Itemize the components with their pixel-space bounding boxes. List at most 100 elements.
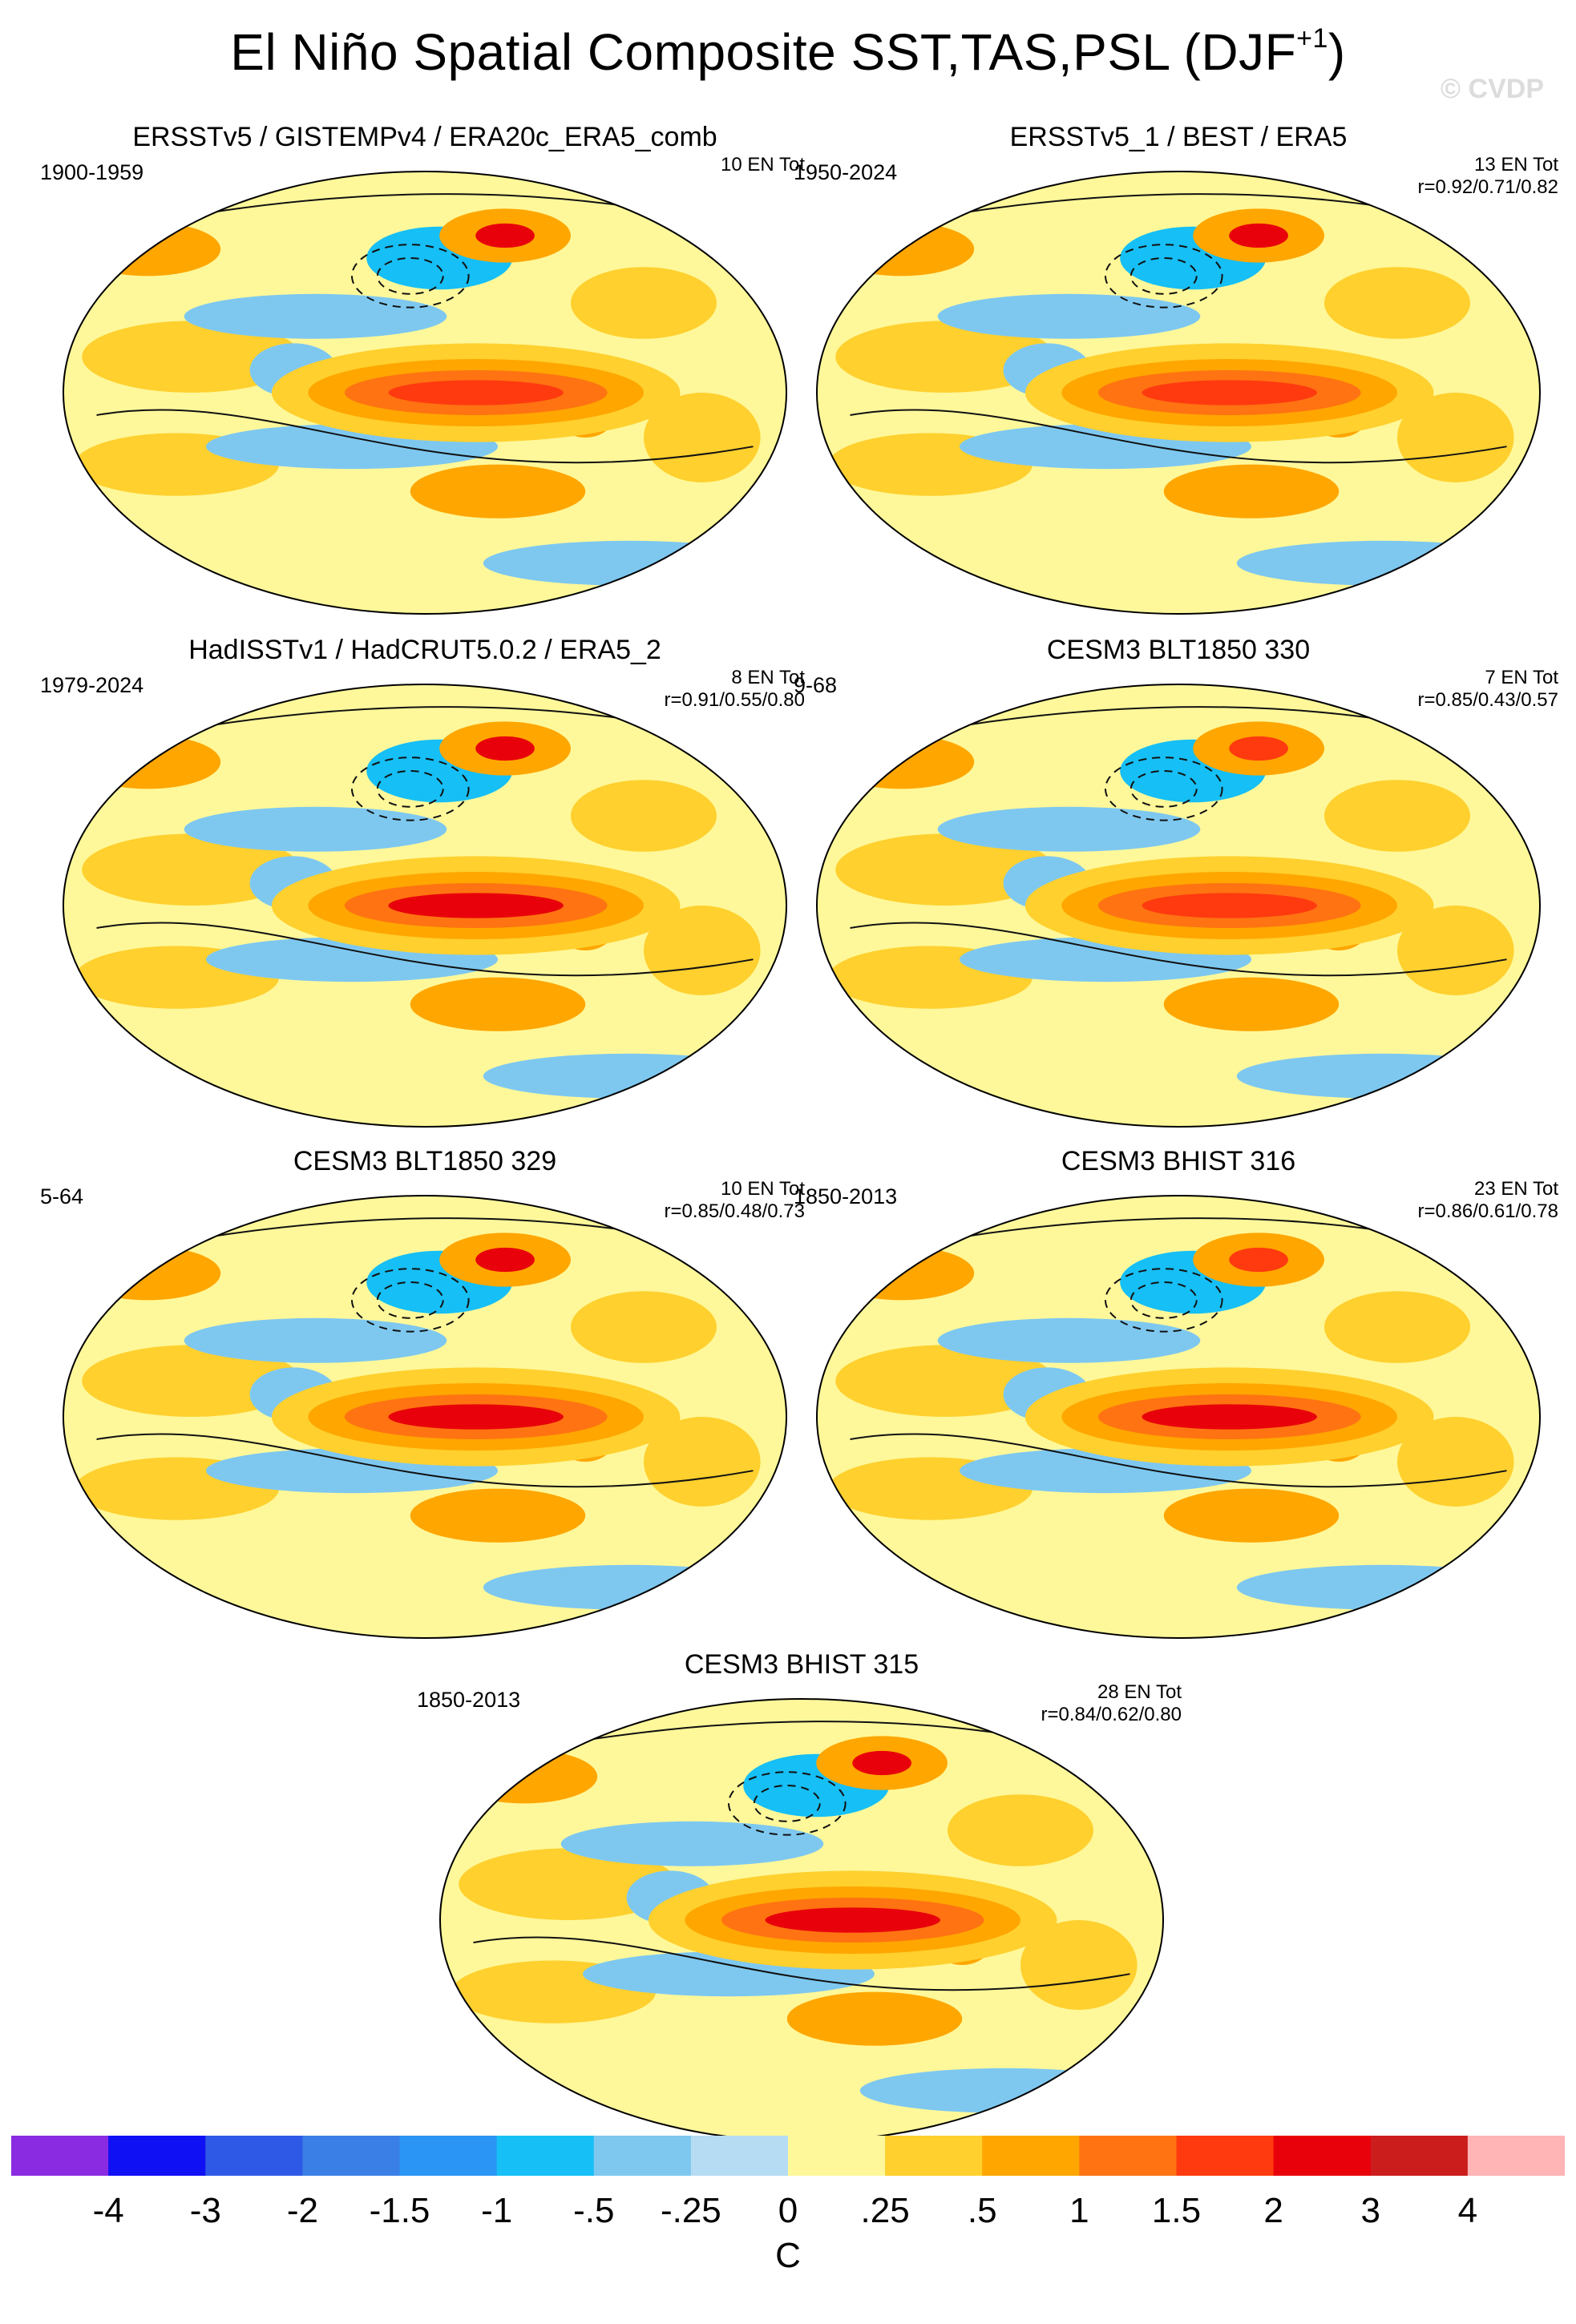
colorbar-tick-label: -.5 [573, 2191, 615, 2230]
colorbar-swatch [1273, 2136, 1372, 2176]
south-pacific-warm [410, 977, 586, 1031]
el-nino-warm-tongue [1142, 380, 1317, 405]
colorbar-swatch [496, 2136, 595, 2176]
atlantic-warm [571, 780, 717, 852]
panel-period: 1979-2024 [40, 673, 144, 697]
psl-contour-positive [582, 1720, 1021, 1741]
el-nino-warm-tongue [388, 380, 564, 405]
africa-warm [1397, 393, 1514, 482]
panel-period: 5-64 [40, 1184, 84, 1208]
psl-contour-positive [473, 1936, 1130, 1991]
psl-contour-positive [850, 922, 1507, 977]
colorbar-swatch [593, 2136, 692, 2176]
atlantic-warm [571, 1291, 717, 1363]
south-pacific-warm [1163, 464, 1340, 518]
north-pacific-cool-band [937, 806, 1201, 852]
psl-contour-positive [96, 409, 754, 464]
panel-event-count: 13 EN Tot r=0.92/0.71/0.82 [1417, 154, 1558, 198]
southern-ocean-cool [1236, 1053, 1529, 1099]
colorbar-tick-label: 2 [1263, 2191, 1283, 2230]
psl-contour-positive [850, 1433, 1507, 1488]
panel-title: CESM3 BHIST 315 [684, 1649, 919, 1680]
colorbar-swatch [1079, 2136, 1177, 2176]
africa-warm [644, 393, 761, 482]
panel-title: CESM3 BHIST 316 [1061, 1146, 1296, 1176]
sst-anomaly-map [63, 684, 787, 1128]
colorbar-tick-label: 4 [1457, 2191, 1478, 2230]
panel-period: 1950-2024 [794, 160, 898, 184]
map-panel: ERSSTv5_1 / BEST / ERA5 1950-2024 13 EN To… [794, 122, 1563, 635]
north-pacific-cool-band [937, 293, 1201, 339]
globe-outline [816, 1195, 1541, 1639]
sst-anomaly-map [439, 1698, 1164, 2142]
panel-correlation: r=0.85/0.43/0.57 [1417, 689, 1558, 711]
colorbar-swatch [108, 2136, 206, 2176]
panel-correlation: r=0.86/0.61/0.78 [1417, 1200, 1558, 1222]
panel-period: 9-68 [794, 673, 838, 697]
psl-contour-negative [351, 757, 470, 821]
indian-ocean-warm [82, 1345, 301, 1417]
africa-warm [1020, 1920, 1138, 2010]
psl-contour-positive [205, 705, 645, 727]
el-nino-warm-tongue [765, 1907, 940, 1933]
panel-title: HadISSTv1 / HadCRUT5.0.2 / ERA5_2 [188, 635, 661, 665]
sst-anomaly-map [816, 171, 1541, 615]
psl-contour-positive [959, 192, 1398, 214]
panel-correlation: r=0.85/0.48/0.73 [664, 1200, 805, 1222]
panel-event-count: 10 EN Tot r=0.85/0.48/0.73 [664, 1178, 805, 1222]
colorbar-tick-label: 3 [1360, 2191, 1380, 2230]
psl-contour-positive [850, 409, 1507, 464]
indian-ocean-warm [459, 1848, 678, 1920]
panel-title: ERSSTv5 / GISTEMPv4 / ERA20c_ERA5_comb [132, 122, 717, 152]
colorbar-swatch [788, 2136, 886, 2176]
southern-ocean-cool [859, 2068, 1152, 2113]
colorbar-swatch [1370, 2136, 1469, 2176]
africa-warm [644, 1417, 761, 1507]
indian-ocean-warm [835, 321, 1055, 393]
panel-event-count: 28 EN Tot r=0.84/0.62/0.80 [1041, 1681, 1182, 1725]
atlantic-warm [948, 1794, 1093, 1866]
panel-period: 1900-1959 [40, 160, 144, 184]
psl-contour-positive [959, 1216, 1398, 1238]
indian-ocean-warm [835, 1345, 1055, 1417]
colorbar-tick-label: -4 [92, 2191, 124, 2230]
globe-outline [63, 1195, 787, 1639]
map-panel: CESM3 BLT1850 329 5-64 10 EN Tot r=0.85/0.4… [40, 1146, 810, 1659]
africa-warm [1397, 906, 1514, 995]
sst-anomaly-map [816, 1195, 1541, 1639]
north-pacific-cool-band [184, 293, 447, 339]
panel-period: 1850-2013 [417, 1688, 521, 1712]
colorbar-tick-label: .5 [967, 2191, 997, 2230]
panel-correlation: r=0.84/0.62/0.80 [1041, 1704, 1182, 1725]
psl-contour-positive [205, 192, 645, 214]
atlantic-warm [1324, 780, 1470, 852]
psl-contour-negative [351, 1268, 470, 1333]
panel-correlation: r=0.91/0.55/0.80 [664, 689, 805, 711]
south-pacific-warm [786, 1991, 963, 2046]
north-pacific-cool-band [184, 1317, 447, 1363]
panel-event-count: 10 EN Tot [721, 154, 805, 176]
south-pacific-warm [410, 1488, 586, 1543]
globe-outline [816, 171, 1541, 615]
map-panel: HadISSTv1 / HadCRUT5.0.2 / ERA5_2 1979-20… [40, 635, 810, 1148]
colorbar-tick-label: -3 [189, 2191, 221, 2230]
figure-title: El Niño Spatial Composite SST,TAS,PSL (D… [230, 23, 1346, 81]
eurasia-warm [828, 1246, 975, 1301]
colorbar-tick-label: -2 [286, 2191, 318, 2230]
panel-event-count: 7 EN Tot r=0.85/0.43/0.57 [1417, 667, 1558, 711]
southern-ocean-cool [1236, 540, 1529, 586]
colorbar-tick-label: 1.5 [1151, 2191, 1202, 2230]
colorbar [11, 2136, 1565, 2176]
africa-warm [644, 906, 761, 995]
psl-contour-positive [205, 1216, 645, 1238]
colorbar-tick-label: .25 [860, 2191, 910, 2230]
psl-contour-negative [376, 256, 444, 295]
colorbar-tick-label: -1.5 [369, 2191, 430, 2230]
sst-anomaly-map [816, 684, 1541, 1128]
psl-contour-negative [351, 244, 470, 309]
map-panel: ERSSTv5 / GISTEMPv4 / ERA20c_ERA5_comb 19… [40, 122, 810, 635]
north-pacific-cool-band [560, 1821, 824, 1866]
psl-contour-negative [1105, 757, 1223, 821]
panel-title: CESM3 BLT1850 330 [1046, 635, 1311, 665]
north-america-warm-anomaly [1229, 1247, 1288, 1273]
